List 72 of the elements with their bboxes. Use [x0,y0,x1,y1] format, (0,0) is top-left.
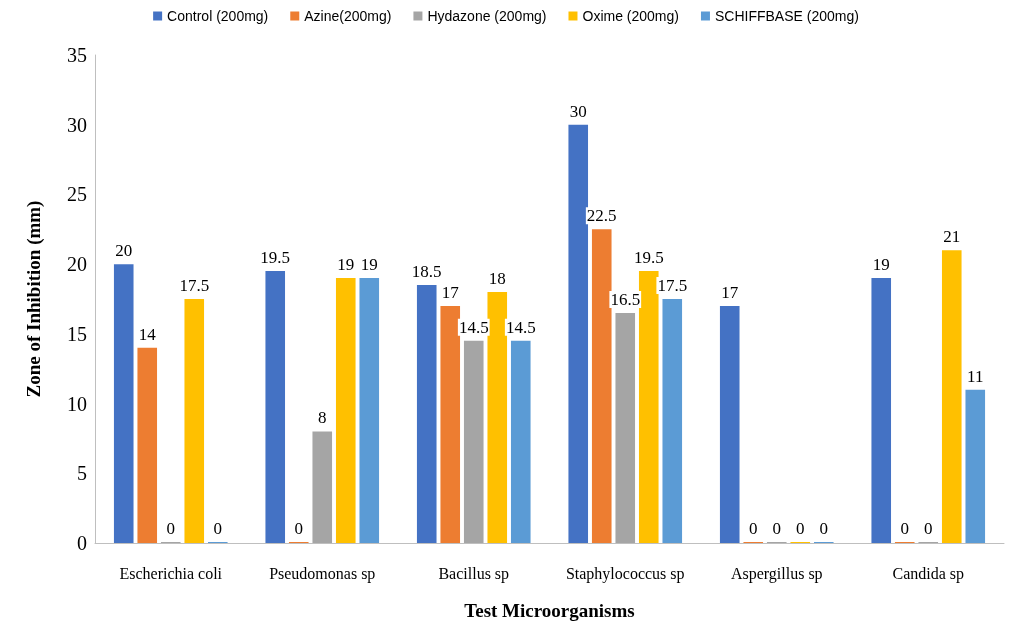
bar [871,278,892,543]
data-label: 11 [967,366,984,386]
data-label: 18.5 [411,262,442,282]
y-tick-label: 20 [67,253,87,276]
y-tick-label: 5 [77,462,87,485]
y-tick-label: 10 [67,392,87,415]
bar [137,347,158,543]
data-label: 14.5 [505,317,536,337]
y-tick-label: 15 [67,322,87,345]
bar [184,299,205,543]
data-label: 16.5 [610,289,641,309]
bar [416,285,437,543]
data-label: 14 [138,324,157,344]
data-label: 14.5 [458,317,489,337]
bar [510,340,531,543]
bar [615,312,636,543]
y-tick-label: 25 [67,183,87,206]
x-tick-label: Bacillus sp [438,564,510,583]
bar [312,431,333,543]
data-label: 17 [441,282,460,302]
x-tick-label: Aspergillus sp [730,564,823,583]
x-axis-title: Test Microorganisms [464,600,635,621]
bar [440,305,461,543]
data-label: 0 [819,519,829,538]
legend-label: Azine(200mg) [304,8,392,24]
data-label: 0 [166,519,175,538]
bar [719,305,740,543]
data-label: 22.5 [586,206,617,226]
data-label: 0 [900,519,909,538]
bar [265,271,286,543]
data-label: 30 [569,101,587,121]
bar [113,264,134,543]
bar [941,250,962,543]
data-label: 17 [721,282,739,302]
data-label: 19 [872,255,890,275]
legend-label: SCHIFFBASE (200mg) [714,8,859,24]
data-label: 0 [772,519,781,538]
x-tick-label: Pseudomonas sp [269,564,376,583]
data-label: 19 [337,255,355,275]
y-axis-title: Zone of Inhibition (mm) [23,200,45,398]
data-label: 0 [748,519,758,538]
data-label: 19.5 [633,248,664,268]
bar [638,271,659,543]
data-label: 20 [115,241,133,261]
bar [359,278,380,543]
data-label: 0 [796,519,805,538]
y-tick-label: 35 [67,44,87,66]
legend-label: Hydazone (200mg) [427,8,547,24]
data-label: 19.5 [260,248,291,268]
bar [487,292,508,543]
bar [335,278,356,543]
x-tick-label: Candida sp [892,564,965,583]
bar [568,124,589,543]
data-label: 21 [943,227,961,247]
bar [591,229,612,543]
x-tick-label: Staphylococcus sp [565,564,685,583]
data-label: 8 [318,408,327,428]
data-label: 19 [360,255,378,275]
data-label: 18 [488,269,506,289]
y-tick-label: 0 [77,532,87,554]
legend-label: Oxime (200mg) [582,8,679,24]
bar [965,389,986,543]
bar [463,340,484,543]
x-tick-label: Escherichia coli [119,564,223,582]
y-tick-label: 30 [67,113,87,136]
data-label: 17.5 [657,276,688,295]
data-label: 0 [213,519,223,538]
data-label: 17.5 [179,276,210,295]
data-label: 0 [294,519,303,538]
data-label: 0 [924,519,933,538]
bar [662,299,683,543]
legend-label: Control (200mg) [167,8,269,24]
